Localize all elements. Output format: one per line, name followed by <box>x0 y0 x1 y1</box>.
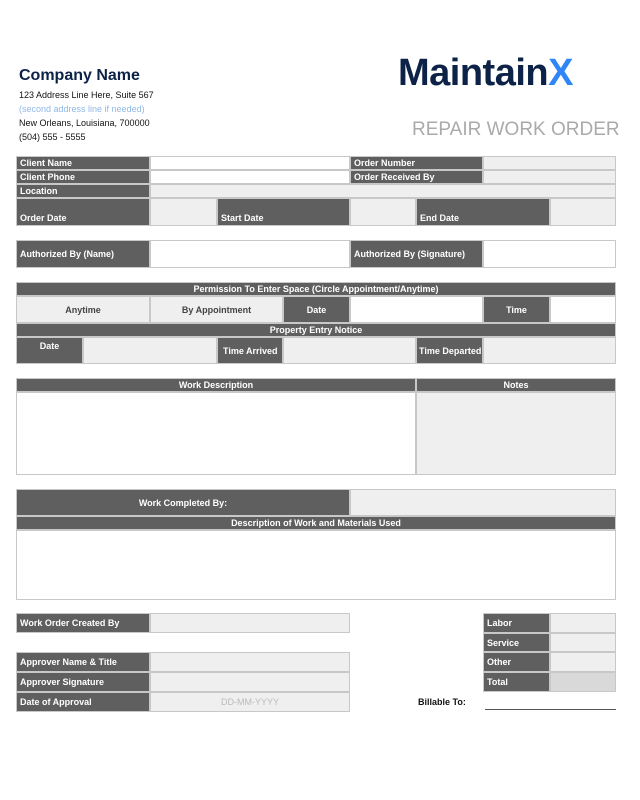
permission-date-field[interactable] <box>350 296 483 323</box>
work-description-field[interactable] <box>16 392 416 475</box>
end-date-field[interactable] <box>550 198 616 226</box>
order-received-label: Order Received By <box>350 170 483 184</box>
service-label: Service <box>483 633 550 652</box>
authorized-signature-label: Authorized By (Signature) <box>350 240 483 268</box>
materials-header: Description of Work and Materials Used <box>16 516 616 530</box>
permission-date-label: Date <box>283 296 350 323</box>
client-phone-label: Client Phone <box>16 170 150 184</box>
end-date-label: End Date <box>416 198 550 226</box>
entry-date-label: Date <box>16 337 83 364</box>
city-line: New Orleans, Louisiana, 700000 <box>19 118 150 128</box>
document-title: REPAIR WORK ORDER <box>412 119 620 140</box>
work-description-header: Work Description <box>16 378 416 392</box>
permission-header: Permission To Enter Space (Circle Appoin… <box>16 282 616 296</box>
client-name-label: Client Name <box>16 156 150 170</box>
order-number-field[interactable] <box>483 156 616 170</box>
anytime-option[interactable]: Anytime <box>16 296 150 323</box>
permission-time-field[interactable] <box>550 296 616 323</box>
work-completed-field[interactable] <box>350 489 616 516</box>
approver-name-field[interactable] <box>150 652 350 672</box>
location-label: Location <box>16 184 150 198</box>
time-arrived-label: Time Arrived <box>217 337 283 364</box>
start-date-label: Start Date <box>217 198 350 226</box>
billable-to-line[interactable] <box>485 709 616 710</box>
authorized-signature-field[interactable] <box>483 240 616 268</box>
address-line-2: (second address line if needed) <box>19 104 145 114</box>
other-field[interactable] <box>550 652 616 672</box>
permission-time-label: Time <box>483 296 550 323</box>
approver-signature-label: Approver Signature <box>16 672 150 692</box>
approval-date-field[interactable]: DD-MM-YYYY <box>150 692 350 712</box>
service-field[interactable] <box>550 633 616 652</box>
by-appointment-option[interactable]: By Appointment <box>150 296 283 323</box>
order-date-label: Order Date <box>16 198 150 226</box>
authorized-name-field[interactable] <box>150 240 350 268</box>
order-received-field[interactable] <box>483 170 616 184</box>
start-date-field[interactable] <box>350 198 416 226</box>
notes-header: Notes <box>416 378 616 392</box>
phone: (504) 555 - 5555 <box>19 132 86 142</box>
time-arrived-field[interactable] <box>283 337 416 364</box>
company-name: Company Name <box>19 67 140 84</box>
materials-field[interactable] <box>16 530 616 600</box>
client-phone-field[interactable] <box>150 170 350 184</box>
total-field[interactable] <box>550 672 616 692</box>
notes-field[interactable] <box>416 392 616 475</box>
created-by-label: Work Order Created By <box>16 613 150 633</box>
authorized-name-label: Authorized By (Name) <box>16 240 150 268</box>
approver-name-label: Approver Name & Title <box>16 652 150 672</box>
created-by-field[interactable] <box>150 613 350 633</box>
entry-date-field[interactable] <box>83 337 217 364</box>
approval-date-label: Date of Approval <box>16 692 150 712</box>
labor-label: Labor <box>483 613 550 633</box>
billable-to-label: Billable To: <box>418 697 466 707</box>
total-label: Total <box>483 672 550 692</box>
order-date-field[interactable] <box>150 198 217 226</box>
client-name-field[interactable] <box>150 156 350 170</box>
labor-field[interactable] <box>550 613 616 633</box>
other-label: Other <box>483 652 550 672</box>
location-field[interactable] <box>150 184 616 198</box>
order-number-label: Order Number <box>350 156 483 170</box>
time-departed-field[interactable] <box>483 337 616 364</box>
approver-signature-field[interactable] <box>150 672 350 692</box>
maintainx-logo: MaintainX <box>398 52 573 94</box>
address-line-1: 123 Address Line Here, Suite 567 <box>19 90 154 100</box>
time-departed-label: Time Departed <box>416 337 483 364</box>
entry-notice-header: Property Entry Notice <box>16 323 616 337</box>
work-completed-label: Work Completed By: <box>16 489 350 516</box>
